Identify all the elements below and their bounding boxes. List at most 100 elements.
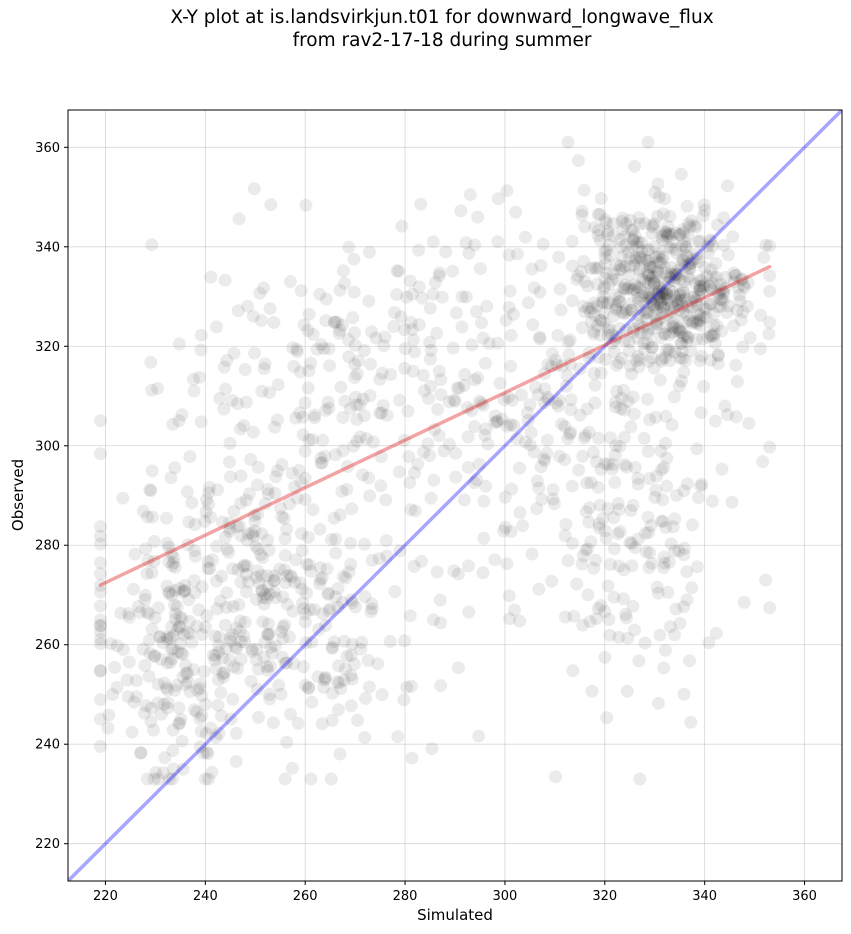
data-point	[561, 432, 575, 446]
data-point	[654, 331, 667, 345]
data-point	[615, 215, 629, 228]
data-point	[620, 282, 634, 296]
data-point	[695, 349, 709, 363]
data-point	[663, 328, 676, 342]
data-point	[576, 449, 590, 463]
data-point	[277, 511, 291, 525]
data-point	[683, 257, 697, 271]
data-point	[714, 282, 728, 296]
data-point	[635, 272, 649, 286]
data-point	[275, 510, 289, 524]
data-point	[404, 679, 418, 693]
data-point	[689, 315, 703, 329]
data-point	[663, 620, 677, 634]
data-point	[432, 269, 446, 283]
data-point	[660, 451, 674, 465]
data-point	[607, 345, 621, 359]
data-point	[592, 350, 606, 364]
data-point	[582, 425, 596, 439]
data-point	[620, 460, 633, 474]
data-point	[587, 261, 601, 275]
data-point	[158, 676, 171, 690]
data-point	[514, 388, 528, 402]
data-point	[195, 628, 209, 641]
data-point	[601, 502, 615, 516]
data-point	[147, 772, 161, 786]
data-point	[145, 566, 159, 579]
data-point	[200, 745, 214, 759]
data-point	[217, 670, 230, 684]
data-point	[261, 628, 275, 642]
data-point	[265, 646, 279, 660]
data-point	[301, 530, 315, 544]
data-point	[174, 712, 188, 726]
data-point	[94, 619, 107, 632]
data-point	[475, 316, 488, 330]
data-point	[328, 315, 341, 329]
data-point	[248, 524, 262, 538]
data-point	[519, 435, 532, 449]
data-point	[431, 402, 445, 416]
data-point	[222, 524, 236, 538]
data-point	[574, 264, 588, 278]
data-point	[199, 727, 213, 740]
data-point	[683, 654, 697, 668]
data-point	[594, 313, 608, 327]
data-point	[156, 636, 170, 650]
data-point	[125, 725, 139, 739]
data-point	[607, 542, 621, 556]
data-point	[600, 216, 613, 230]
data-point	[238, 363, 252, 376]
data-point	[587, 561, 601, 575]
data-point	[527, 445, 541, 459]
data-point	[606, 458, 620, 471]
data-point	[145, 238, 159, 252]
data-point	[701, 330, 715, 344]
data-point	[668, 345, 682, 359]
data-point	[707, 327, 721, 341]
data-point	[659, 287, 673, 301]
data-point	[300, 586, 313, 600]
data-point	[463, 188, 477, 202]
data-point	[704, 282, 718, 295]
data-point	[638, 274, 652, 288]
data-point	[398, 634, 411, 648]
data-point	[549, 353, 563, 367]
data-point	[650, 580, 664, 594]
data-point	[655, 514, 669, 528]
data-point	[651, 696, 665, 710]
data-point	[260, 592, 274, 605]
grid	[68, 110, 842, 881]
data-point	[673, 351, 687, 365]
data-point	[473, 262, 487, 276]
data-point	[661, 275, 675, 289]
data-point	[432, 364, 446, 378]
data-point	[268, 569, 281, 583]
data-point	[656, 287, 670, 301]
data-point	[651, 586, 665, 600]
data-point	[237, 558, 251, 572]
data-point	[642, 288, 656, 302]
data-point	[645, 556, 659, 570]
data-point	[681, 330, 695, 344]
data-point	[94, 567, 107, 581]
data-point	[209, 662, 223, 676]
data-point	[603, 248, 617, 262]
data-point	[165, 652, 179, 666]
data-point	[151, 382, 164, 395]
data-point	[321, 587, 335, 601]
data-point	[661, 219, 675, 233]
data-point	[293, 576, 307, 590]
data-point	[332, 659, 345, 673]
data-point	[347, 285, 361, 299]
data-point	[295, 544, 309, 558]
data-point	[258, 635, 272, 649]
data-point	[633, 250, 647, 263]
data-point	[666, 319, 680, 333]
data-point	[649, 269, 663, 283]
data-point	[195, 689, 209, 703]
data-point	[612, 630, 626, 644]
data-point	[138, 593, 152, 606]
data-point	[145, 622, 159, 636]
data-point	[423, 335, 437, 349]
